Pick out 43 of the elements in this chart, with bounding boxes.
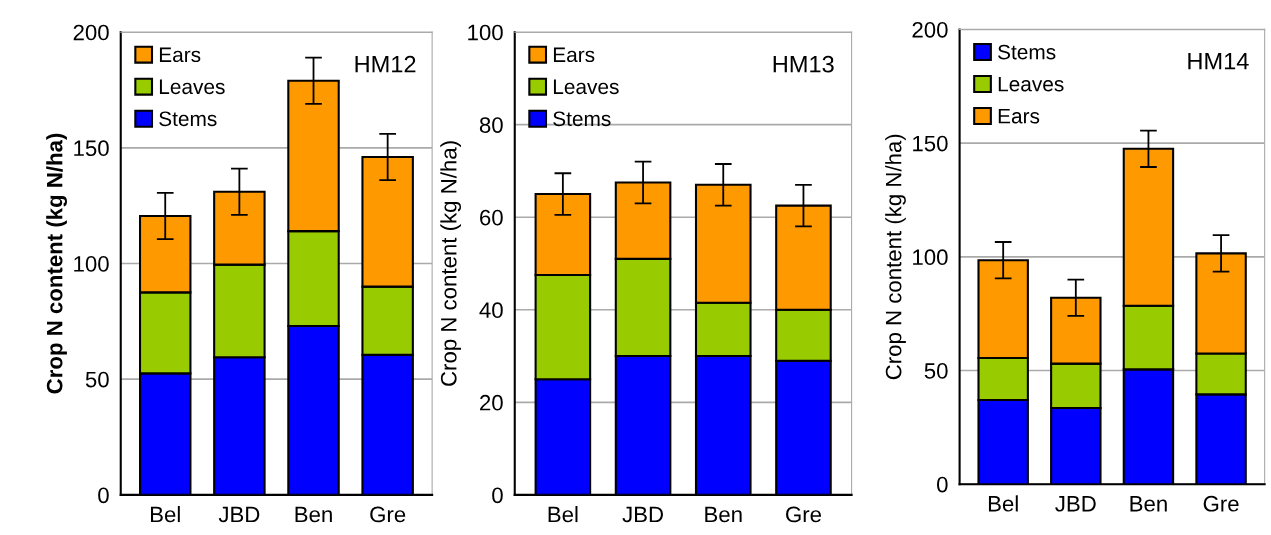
x-tick-label: Bel xyxy=(988,495,1018,512)
y-tick-label: 50 xyxy=(85,371,109,388)
x-tick-label: JBD xyxy=(218,506,260,523)
legend-label: Stems xyxy=(998,44,1056,60)
x-tick-label: Bel xyxy=(548,505,578,523)
y-tick-label: 40 xyxy=(479,302,503,319)
legend-label: Leaves xyxy=(159,79,225,95)
annotation: HM12 xyxy=(355,55,416,73)
annotation: HM14 xyxy=(1188,53,1249,70)
legend-label: Leaves xyxy=(553,79,619,95)
y-tick-label: 150 xyxy=(913,135,948,152)
x-tick-label: JBD xyxy=(622,506,663,523)
x-tick-label: Ben xyxy=(1130,496,1167,512)
y-tick-label: 100 xyxy=(74,256,109,272)
y-tick-label: 150 xyxy=(74,140,109,157)
y-tick-label: 100 xyxy=(913,249,948,266)
y-tick-label: 0 xyxy=(937,476,948,493)
y-tick-label: 60 xyxy=(480,209,503,226)
y-tick-label: 20 xyxy=(480,394,503,411)
legend-label: Ears xyxy=(159,47,201,63)
legend-label: Stems xyxy=(159,111,217,127)
y-axis-title: Crop N content (kg N/ha) xyxy=(885,134,906,380)
x-tick-label: Bel xyxy=(150,505,180,523)
y-axis-title: Crop N content (kg N/ha) xyxy=(440,141,462,386)
y-tick-label: 200 xyxy=(912,21,948,38)
legend-label: Ears xyxy=(553,47,595,63)
annotation: HM13 xyxy=(773,55,834,73)
legend-label: Leaves xyxy=(998,76,1064,92)
x-tick-label: Gre xyxy=(1203,495,1239,512)
y-tick-label: 200 xyxy=(73,24,109,41)
legend-label: Stems xyxy=(553,111,611,127)
y-tick-label: 0 xyxy=(492,487,503,504)
y-tick-label: 50 xyxy=(924,363,948,379)
x-tick-label: Ben xyxy=(705,506,742,523)
x-tick-label: Gre xyxy=(786,506,821,523)
x-tick-label: Ben xyxy=(295,506,332,523)
y-tick-label: 80 xyxy=(479,117,503,133)
x-tick-label: Gre xyxy=(370,506,406,523)
legend-label: Ears xyxy=(998,108,1040,124)
y-tick-label: 0 xyxy=(98,487,109,504)
y-axis-title: Crop N content (kg N/ha) xyxy=(46,133,68,394)
y-tick-label: 100 xyxy=(468,24,503,41)
x-tick-label: JBD xyxy=(1055,496,1096,512)
